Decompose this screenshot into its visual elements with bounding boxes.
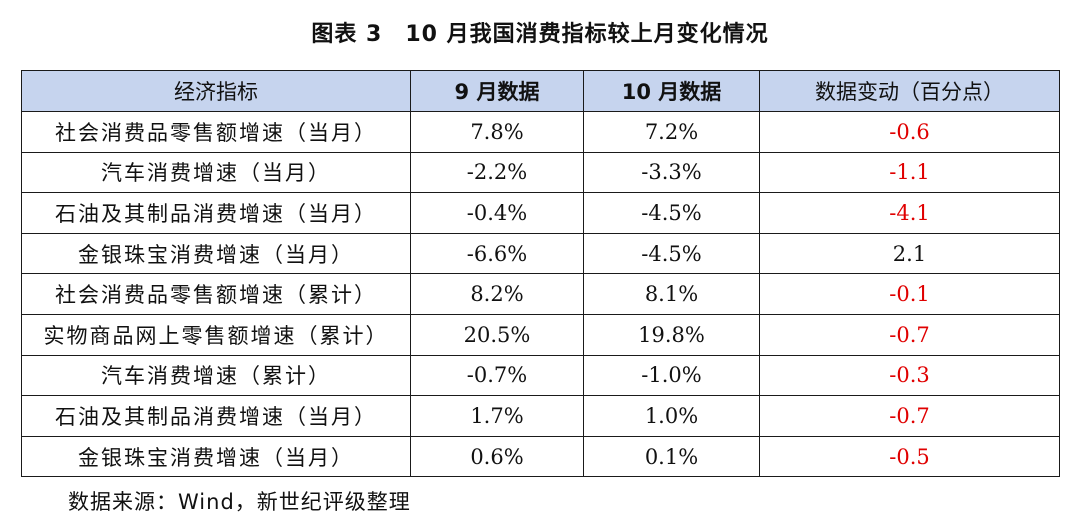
september-value: 1.7% (410, 395, 584, 437)
change-value: -4.1 (759, 192, 1060, 234)
table-row: 汽车消费增速（累计） -0.7% -1.0% -0.3 (21, 354, 1060, 397)
september-value: -6.6% (410, 232, 584, 275)
change-value: -0.3 (759, 354, 1060, 397)
indicator-cell: 石油及其制品消费增速（当月） (21, 192, 411, 234)
table-header-row: 经济指标 9 月数据 10 月数据 数据变动（百分点） (21, 70, 1060, 112)
indicator-cell: 金银珠宝消费增速（当月） (21, 435, 411, 478)
consumption-indicators-table: 经济指标 9 月数据 10 月数据 数据变动（百分点） 社会消费品零售额增速（当… (21, 70, 1060, 478)
september-value: -2.2% (410, 151, 584, 194)
october-value: -4.5% (583, 232, 760, 275)
indicator-cell: 金银珠宝消费增速（当月） (21, 232, 411, 275)
figure-title: 图表 3 10 月我国消费指标较上月变化情况 (311, 22, 769, 47)
october-value: -4.5% (583, 192, 760, 234)
indicator-cell: 汽车消费增速（当月） (21, 151, 411, 194)
table-row: 石油及其制品消费增速（当月） -0.4% -4.5% -4.1 (21, 192, 1060, 234)
change-value: -1.1 (759, 151, 1060, 194)
october-value: -3.3% (583, 151, 760, 194)
september-value: -0.7% (410, 354, 584, 397)
table-row: 金银珠宝消费增速（当月） -6.6% -4.5% 2.1 (21, 232, 1060, 275)
september-value: -0.4% (410, 192, 584, 234)
october-value: 19.8% (583, 313, 760, 356)
october-value: -1.0% (583, 354, 760, 397)
table-row: 社会消费品零售额增速（当月） 7.8% 7.2% -0.6 (21, 111, 1060, 153)
table-row: 社会消费品零售额增速（累计） 8.2% 8.1% -0.1 (21, 273, 1060, 315)
table-row: 金银珠宝消费增速（当月） 0.6% 0.1% -0.5 (21, 435, 1060, 478)
header-october: 10 月数据 (583, 70, 760, 112)
table-row: 石油及其制品消费增速（当月） 1.7% 1.0% -0.7 (21, 395, 1060, 437)
september-value: 20.5% (410, 313, 584, 356)
change-value: -0.1 (759, 273, 1060, 315)
change-value: 2.1 (759, 232, 1060, 275)
change-value: -0.5 (759, 435, 1060, 478)
october-value: 0.1% (583, 435, 760, 478)
september-value: 0.6% (410, 435, 584, 478)
table-row: 实物商品网上零售额增速（累计） 20.5% 19.8% -0.7 (21, 313, 1060, 356)
october-value: 8.1% (583, 273, 760, 315)
indicator-cell: 社会消费品零售额增速（累计） (21, 273, 411, 315)
header-indicator: 经济指标 (21, 70, 411, 112)
september-value: 8.2% (410, 273, 584, 315)
header-september: 9 月数据 (410, 70, 584, 112)
header-change: 数据变动（百分点） (759, 70, 1060, 112)
change-value: -0.6 (759, 111, 1060, 153)
change-value: -0.7 (759, 395, 1060, 437)
table-row: 汽车消费增速（当月） -2.2% -3.3% -1.1 (21, 151, 1060, 194)
indicator-cell: 社会消费品零售额增速（当月） (21, 111, 411, 153)
indicator-cell: 实物商品网上零售额增速（累计） (21, 313, 411, 356)
september-value: 7.8% (410, 111, 584, 153)
data-source-note: 数据来源：Wind，新世纪评级整理 (68, 490, 411, 514)
change-value: -0.7 (759, 313, 1060, 356)
october-value: 7.2% (583, 111, 760, 153)
indicator-cell: 石油及其制品消费增速（当月） (21, 395, 411, 437)
indicator-cell: 汽车消费增速（累计） (21, 354, 411, 397)
october-value: 1.0% (583, 395, 760, 437)
